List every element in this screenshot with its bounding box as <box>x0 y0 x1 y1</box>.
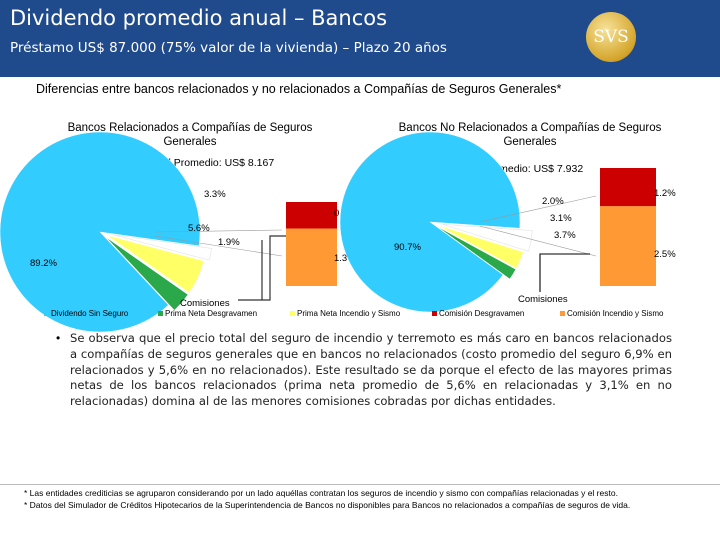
chart-1-bar-label-2: 1.3% <box>334 253 356 264</box>
chart-1-commission-wedge <box>112 234 212 261</box>
legend-label-4: Comisión Desgravamen <box>439 309 525 318</box>
chart-1-bar-segment-2 <box>286 228 337 286</box>
chart-2-slice-label-1: 90.7% <box>394 242 421 253</box>
chart-1-connector-bottom <box>154 235 283 257</box>
chart-1-total-label: 1.9% <box>218 237 240 248</box>
bullet-marker: • <box>56 331 61 345</box>
chart-2-commission-wedge <box>442 224 533 252</box>
chart-legend: Dividendo Sin Seguro Prima Neta Desgravam… <box>0 309 720 321</box>
legend-swatch-2 <box>158 311 163 317</box>
chart-2-bar-segment-1 <box>600 168 656 207</box>
chart-1-title: Bancos Relacionados a Compañías de Segur… <box>67 122 313 148</box>
footnotes <box>0 484 720 485</box>
legend-swatch-1 <box>44 311 49 317</box>
chart-2-title: Bancos No Relacionados a Compañías de Se… <box>398 122 662 148</box>
legend-swatch-3 <box>290 311 295 317</box>
chart-2-slice-label-2: 2.0% <box>542 196 564 207</box>
footnote-1: * Las entidades crediticias se agruparon… <box>24 488 618 498</box>
legend-item-3: Prima Neta Incendio y Sismo <box>290 309 400 318</box>
page-title: Dividendo promedio anual – Bancos <box>10 6 388 30</box>
legend-label-1: Dividendo Sin Seguro <box>51 309 129 318</box>
legend-label-5: Comisión Incendio y Sismo <box>567 309 664 318</box>
legend-item-4: Comisión Desgravamen <box>432 309 524 318</box>
chart-2-bar-label-1: 1.2% <box>654 188 676 199</box>
chart-1-slice-3 <box>107 235 205 294</box>
legend-item-5: Comisión Incendio y Sismo <box>560 309 663 318</box>
legend-label-3: Prima Neta Incendio y Sismo <box>297 309 401 318</box>
chart-2-slice-3 <box>437 224 524 269</box>
chart-1-comisiones-arrow <box>238 235 286 301</box>
chart-1-slice-label-2: 3.3% <box>204 189 226 200</box>
chart-1-bar-segment-1 <box>286 202 337 229</box>
legend-item-2: Prima Neta Desgravamen <box>158 309 257 318</box>
chart-2-connector-top <box>479 195 597 223</box>
legend-label-2: Prima Neta Desgravamen <box>165 309 258 318</box>
chart-2-slice-label-3: 3.1% <box>550 213 572 224</box>
legend-swatch-4 <box>432 311 437 317</box>
section-heading: Diferencias entre bancos relacionados y … <box>36 82 562 96</box>
chart-1-slice-1 <box>0 131 201 333</box>
footnote-2: * Datos del Simulador de Créditos Hipote… <box>24 500 631 510</box>
chart-1-connector-top <box>154 229 283 233</box>
chart-2-bar-segment-2 <box>600 206 656 286</box>
chart-2-comisiones-label: Comisiones <box>518 294 568 305</box>
legend-swatch-5 <box>560 311 565 317</box>
chart-1-comisiones-label: Comisiones <box>180 298 230 309</box>
analysis-paragraph: Se observa que el precio total del segur… <box>70 331 672 409</box>
chart-2-total-label: 3.7% <box>554 230 576 241</box>
chart-1-slice-label-1: 89.2% <box>30 258 57 269</box>
chart-2-slice-2 <box>436 226 517 280</box>
chart-2-connector-bottom <box>479 225 597 257</box>
svs-logo: SVS <box>586 12 636 62</box>
chart-2-bar-label-2: 2.5% <box>654 249 676 260</box>
chart-1-slice-label-3: 5.6% <box>188 223 210 234</box>
chart-2-comisiones-arrow <box>539 253 590 292</box>
legend-item-1: Dividendo Sin Seguro <box>44 309 128 318</box>
chart-1-slice-2 <box>105 237 189 311</box>
chart-2-slice-1 <box>339 131 521 313</box>
page-subtitle: Préstamo US$ 87.000 (75% valor de la viv… <box>10 40 447 56</box>
